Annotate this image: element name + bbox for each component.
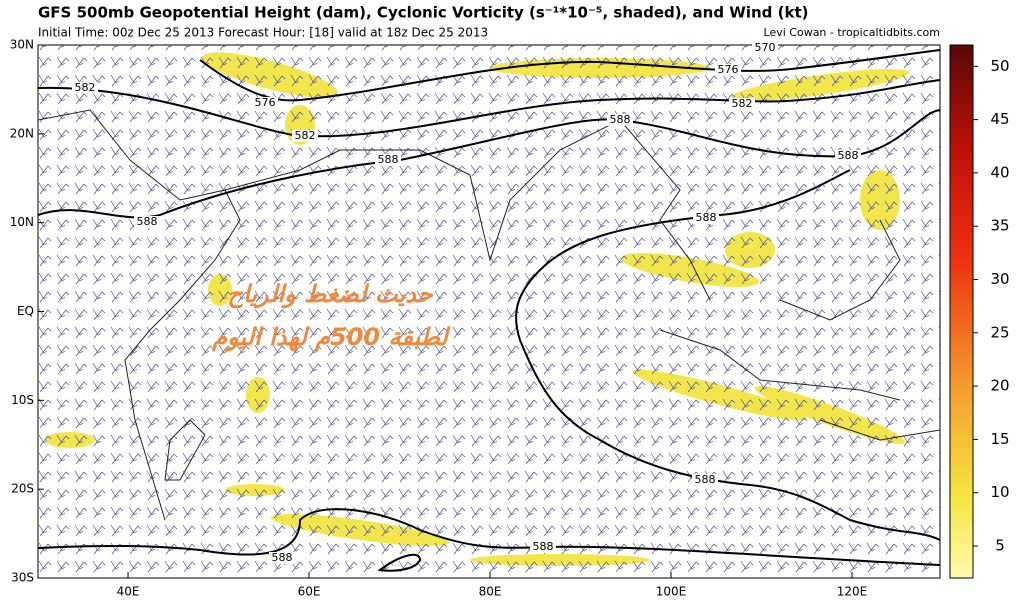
contour-label-bg (692, 474, 718, 486)
colorbar-label: 15 (990, 430, 1009, 448)
contour-label-bg (729, 98, 755, 110)
lat-label: EQ (17, 304, 34, 318)
overlay-text: لطبقة 500م لهذا اليوم (211, 323, 451, 352)
contour-label: 588 (696, 211, 717, 224)
contour-label-bg (715, 64, 741, 76)
lat-label: 10S (11, 393, 34, 407)
colorbar-label: 5 (995, 537, 1005, 555)
lon-label: 40E (117, 585, 140, 599)
contour-label: 582 (732, 97, 753, 110)
contour-label: 588 (610, 113, 631, 126)
colorbar-label: 20 (990, 377, 1009, 395)
colorbar-label: 25 (990, 323, 1009, 341)
lon-label: 60E (298, 585, 321, 599)
contour-label: 576 (255, 96, 276, 109)
contour-label-bg (835, 150, 861, 162)
contour-label: 588 (272, 551, 293, 564)
contour-label: 588 (378, 153, 399, 166)
lat-label: 30S (11, 571, 34, 585)
contour-label-bg (530, 541, 556, 553)
contour-label-bg (292, 130, 318, 142)
title: GFS 500mb Geopotential Height (dam), Cyc… (38, 4, 809, 22)
contour-label-bg (607, 114, 633, 126)
contour-label-bg (252, 97, 278, 109)
colorbar (949, 44, 974, 579)
contour-label-bg (693, 212, 719, 224)
credit: Levi Cowan - tropicaltidbits.com (764, 26, 940, 39)
colorbar-label: 40 (990, 163, 1009, 181)
overlay-text: حديث لضغط والرياح (227, 280, 433, 309)
lat-label: 20S (11, 482, 34, 496)
subtitle: Initial Time: 00z Dec 25 2013 Forecast H… (38, 26, 488, 40)
contour-label: 588 (695, 473, 716, 486)
colorbar-label: 10 (990, 483, 1009, 501)
colorbar-label: 30 (990, 270, 1009, 288)
colorbar-label: 35 (990, 217, 1009, 235)
contour-label-bg (752, 42, 778, 54)
contour-label-bg (375, 154, 401, 166)
lat-label: 30N (10, 38, 34, 52)
contour-label: 576 (718, 63, 739, 76)
coastlines (37, 109, 941, 521)
contour-label-bg (269, 552, 295, 564)
contour-label: 588 (137, 215, 158, 228)
lon-label: 80E (479, 585, 502, 599)
lat-label: 10N (10, 215, 34, 229)
colorbar-label: 45 (990, 110, 1009, 128)
contour-label: 582 (295, 129, 316, 142)
contour-label: 582 (75, 81, 96, 94)
contour-label: 588 (533, 540, 554, 553)
lon-label: 120E (837, 585, 868, 599)
lon-label: 100E (656, 585, 687, 599)
contour-label-bg (134, 216, 160, 228)
contour-label: 570 (755, 41, 776, 54)
wind-barbs (38, 45, 940, 578)
contour-label-bg (72, 82, 98, 94)
contour-label: 588 (838, 149, 859, 162)
lat-label: 20N (10, 126, 34, 140)
colorbar-label: 50 (990, 57, 1009, 75)
